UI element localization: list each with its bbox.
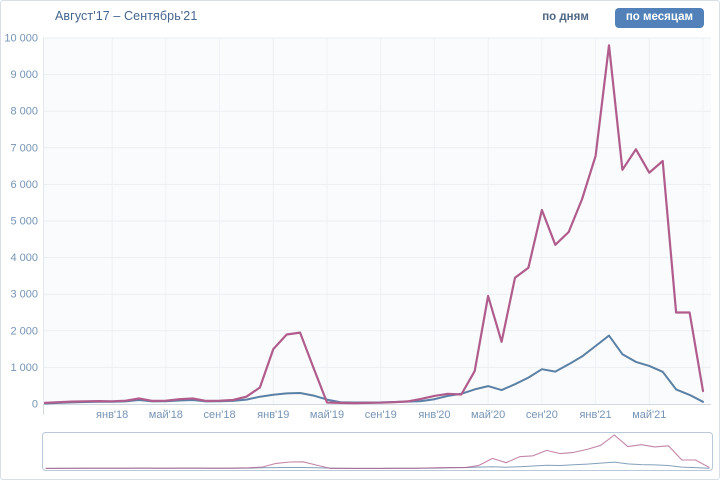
y-axis-tick-label: 7 000 xyxy=(10,142,38,154)
y-axis-tick-label: 3 000 xyxy=(10,289,38,301)
period-toggle-group: по дням по месяцам xyxy=(542,8,704,28)
x-axis-tick-label: янв'20 xyxy=(418,409,450,421)
y-axis-tick-label: 6 000 xyxy=(10,179,38,191)
x-axis-tick-label: янв'18 xyxy=(96,409,128,421)
y-axis-tick-label: 0 xyxy=(32,399,38,411)
pink-series-line xyxy=(43,44,705,405)
y-axis-tick-label: 5 000 xyxy=(10,216,38,228)
y-axis-tick-label: 10 000 xyxy=(4,33,38,45)
y-axis-tick-label: 1 000 xyxy=(10,362,38,374)
date-range-title: Август'17 – Сентябрь'21 xyxy=(55,9,198,23)
x-axis-tick-label: сен'20 xyxy=(526,409,558,421)
x-axis-tick-label: май'21 xyxy=(632,409,666,421)
x-axis-tick-label: сен'19 xyxy=(365,409,397,421)
x-axis-tick-label: сен'18 xyxy=(204,409,236,421)
navigator-pink-line xyxy=(45,434,710,469)
x-axis-tick-label: май'19 xyxy=(310,409,344,421)
x-axis-tick-label: май'20 xyxy=(471,409,505,421)
y-axis-tick-label: 9 000 xyxy=(10,69,38,81)
x-axis-tick-label: янв'21 xyxy=(579,409,611,421)
navigator-chart[interactable] xyxy=(42,431,715,474)
y-axis-tick-label: 2 000 xyxy=(10,325,38,337)
x-axis-tick-label: май'18 xyxy=(149,409,183,421)
y-axis-tick-label: 8 000 xyxy=(10,106,38,118)
by-days-button[interactable]: по дням xyxy=(542,8,589,28)
y-axis-tick-label: 4 000 xyxy=(10,252,38,264)
main-chart[interactable]: 0 1 000 2 000 3 000 4 000 5 000 6 000 7 000 8 00… xyxy=(1,1,720,427)
chart-header: Август'17 – Сентябрь'21 по дням по месяц… xyxy=(1,1,719,33)
by-months-button[interactable]: по месяцам xyxy=(614,8,704,28)
x-axis-tick-label: янв'19 xyxy=(257,409,289,421)
